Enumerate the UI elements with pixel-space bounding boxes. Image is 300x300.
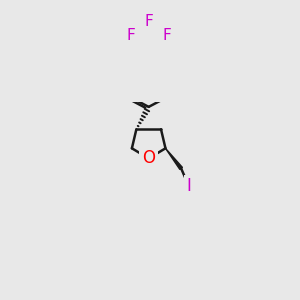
Text: I: I (187, 177, 191, 195)
Text: O: O (142, 149, 155, 167)
Text: F: F (126, 28, 135, 43)
Text: F: F (144, 14, 153, 29)
Polygon shape (166, 148, 182, 169)
Text: F: F (162, 28, 171, 43)
